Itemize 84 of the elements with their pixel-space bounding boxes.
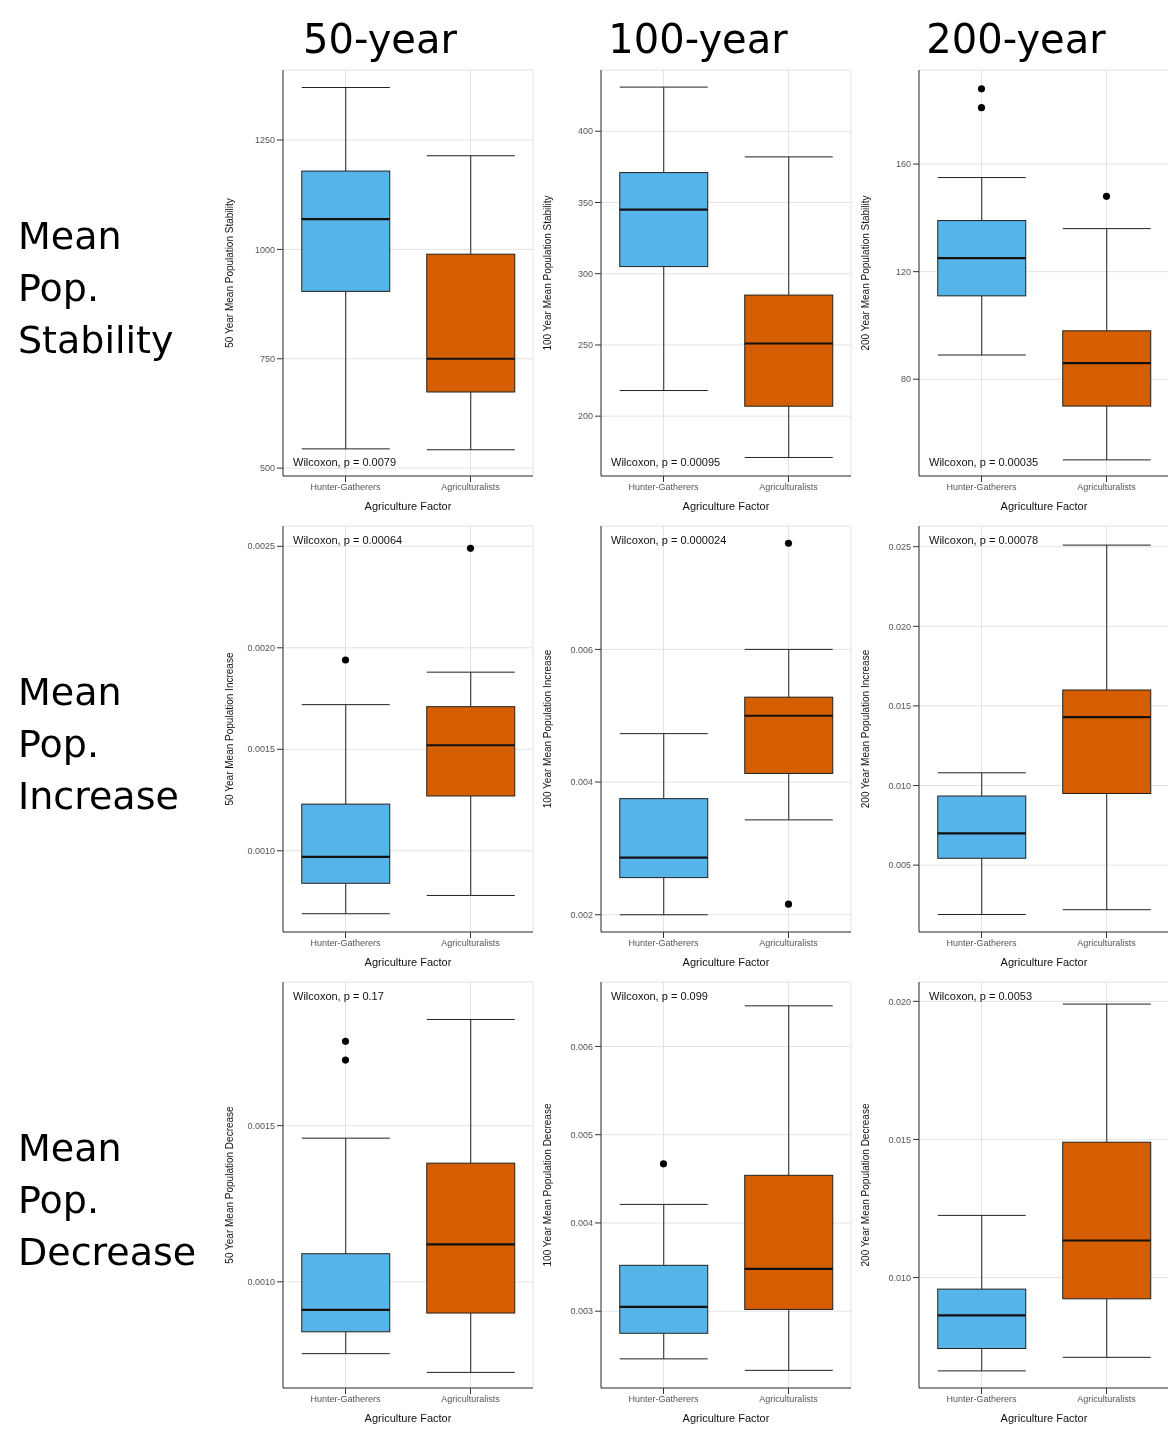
- y-tick-label: 120: [895, 266, 911, 277]
- y-axis-title: 100 Year Mean Population Stability: [541, 195, 553, 351]
- x-tick-label: Agriculturalists: [441, 1394, 501, 1405]
- x-axis-title: Agriculture Factor: [364, 1412, 452, 1424]
- y-tick-label: 250: [577, 340, 593, 351]
- chart-title: 100-year: [607, 16, 789, 62]
- y-tick-label: 0.003: [570, 1306, 593, 1317]
- x-axis-title: Agriculture Factor: [364, 956, 452, 968]
- x-axis-title: Agriculture Factor: [682, 500, 770, 512]
- y-tick-label: 0.005: [888, 860, 911, 871]
- annotation: Wilcoxon, p = 0.00064: [293, 534, 403, 546]
- y-tick-label: 0.010: [888, 780, 911, 791]
- x-axis-title: Agriculture Factor: [682, 1412, 770, 1424]
- y-axis-title: 200 Year Mean Population Increase: [859, 649, 871, 809]
- y-tick-label: 0.020: [888, 996, 911, 1007]
- x-tick-label: Agriculturalists: [759, 938, 819, 949]
- text: Mean Pop. Stability: [17, 213, 175, 364]
- x-axis-title: Agriculture Factor: [1000, 1412, 1088, 1424]
- x-axis-title: Agriculture Factor: [364, 500, 452, 512]
- text: Mean Pop. Increase: [17, 669, 180, 820]
- annotation: Wilcoxon, p = 0.0053: [929, 990, 1033, 1002]
- y-tick-label: 0.0015: [247, 744, 275, 755]
- y-axis-title: 50 Year Mean Population Stability: [223, 198, 235, 348]
- x-tick-label: Agriculturalists: [759, 1394, 819, 1405]
- x-tick-label: Hunter-Gatherers: [628, 482, 700, 493]
- y-tick-label: 0.006: [570, 1041, 593, 1052]
- annotation: Wilcoxon, p = 0.000024: [611, 534, 727, 546]
- y-tick-label: 0.002: [570, 909, 593, 920]
- y-tick-label: 350: [577, 197, 593, 208]
- x-axis-title: Agriculture Factor: [1000, 956, 1088, 968]
- chart-title: 50-year: [302, 16, 458, 62]
- y-axis-title: 100 Year Mean Population Increase: [541, 649, 553, 809]
- annotation: Wilcoxon, p = 0.00095: [611, 456, 721, 468]
- x-tick-label: Hunter-Gatherers: [946, 1394, 1018, 1405]
- y-tick-label: 160: [895, 159, 911, 170]
- y-axis-title: 200 Year Mean Population Stability: [859, 195, 871, 351]
- y-tick-label: 0.010: [888, 1272, 911, 1283]
- y-tick-label: 0.0020: [247, 642, 275, 653]
- y-tick-label: 300: [577, 268, 593, 279]
- y-tick-label: 400: [577, 126, 593, 137]
- y-tick-label: 80: [900, 374, 911, 385]
- annotation: Wilcoxon, p = 0.099: [611, 990, 708, 1002]
- x-tick-label: Agriculturalists: [441, 938, 501, 949]
- y-tick-label: 0.020: [888, 621, 911, 632]
- y-tick-label: 750: [259, 353, 275, 364]
- y-tick-label: 200: [577, 411, 593, 422]
- y-tick-label: 0.005: [570, 1129, 593, 1140]
- x-tick-label: Hunter-Gatherers: [946, 482, 1018, 493]
- x-tick-label: Hunter-Gatherers: [628, 1394, 700, 1405]
- y-tick-label: 0.0025: [247, 541, 275, 552]
- y-axis-title: 200 Year Mean Population Decrease: [859, 1103, 871, 1267]
- y-tick-label: 0.025: [888, 541, 911, 552]
- y-axis-title: 50 Year Mean Population Increase: [223, 652, 235, 806]
- x-axis-title: Agriculture Factor: [1000, 500, 1088, 512]
- x-axis-title: Agriculture Factor: [682, 956, 770, 968]
- text: Mean Pop. Decrease: [17, 1125, 198, 1276]
- y-axis-title: 100 Year Mean Population Decrease: [541, 1103, 553, 1267]
- x-tick-label: Agriculturalists: [1077, 1394, 1137, 1405]
- x-tick-label: Hunter-Gatherers: [310, 938, 382, 949]
- y-tick-label: 0.0010: [247, 1277, 275, 1288]
- y-tick-label: 0.015: [888, 701, 911, 712]
- x-tick-label: Hunter-Gatherers: [628, 938, 700, 949]
- x-tick-label: Hunter-Gatherers: [946, 938, 1018, 949]
- y-tick-label: 0.015: [888, 1134, 911, 1145]
- annotation: Wilcoxon, p = 0.00078: [929, 534, 1039, 546]
- x-tick-label: Hunter-Gatherers: [310, 482, 382, 493]
- annotation: Wilcoxon, p = 0.0079: [293, 456, 397, 468]
- y-tick-label: 0.0015: [247, 1120, 275, 1131]
- y-tick-label: 0.006: [570, 644, 593, 655]
- y-tick-label: 0.0010: [247, 845, 275, 856]
- y-tick-label: 500: [259, 463, 275, 474]
- y-tick-label: 1250: [254, 135, 275, 146]
- chart-title: 200-year: [925, 16, 1107, 62]
- x-tick-label: Agriculturalists: [1077, 938, 1137, 949]
- x-tick-label: Agriculturalists: [1077, 482, 1137, 493]
- y-tick-label: 0.004: [570, 1218, 593, 1229]
- annotation: Wilcoxon, p = 0.17: [293, 990, 384, 1002]
- x-tick-label: Hunter-Gatherers: [310, 1394, 382, 1405]
- x-tick-label: Agriculturalists: [759, 482, 819, 493]
- x-tick-label: Agriculturalists: [441, 482, 501, 493]
- annotation: Wilcoxon, p = 0.00035: [929, 456, 1039, 468]
- y-axis-title: 50 Year Mean Population Decrease: [223, 1105, 235, 1264]
- y-tick-label: 0.004: [570, 777, 593, 788]
- y-tick-label: 1000: [254, 244, 275, 255]
